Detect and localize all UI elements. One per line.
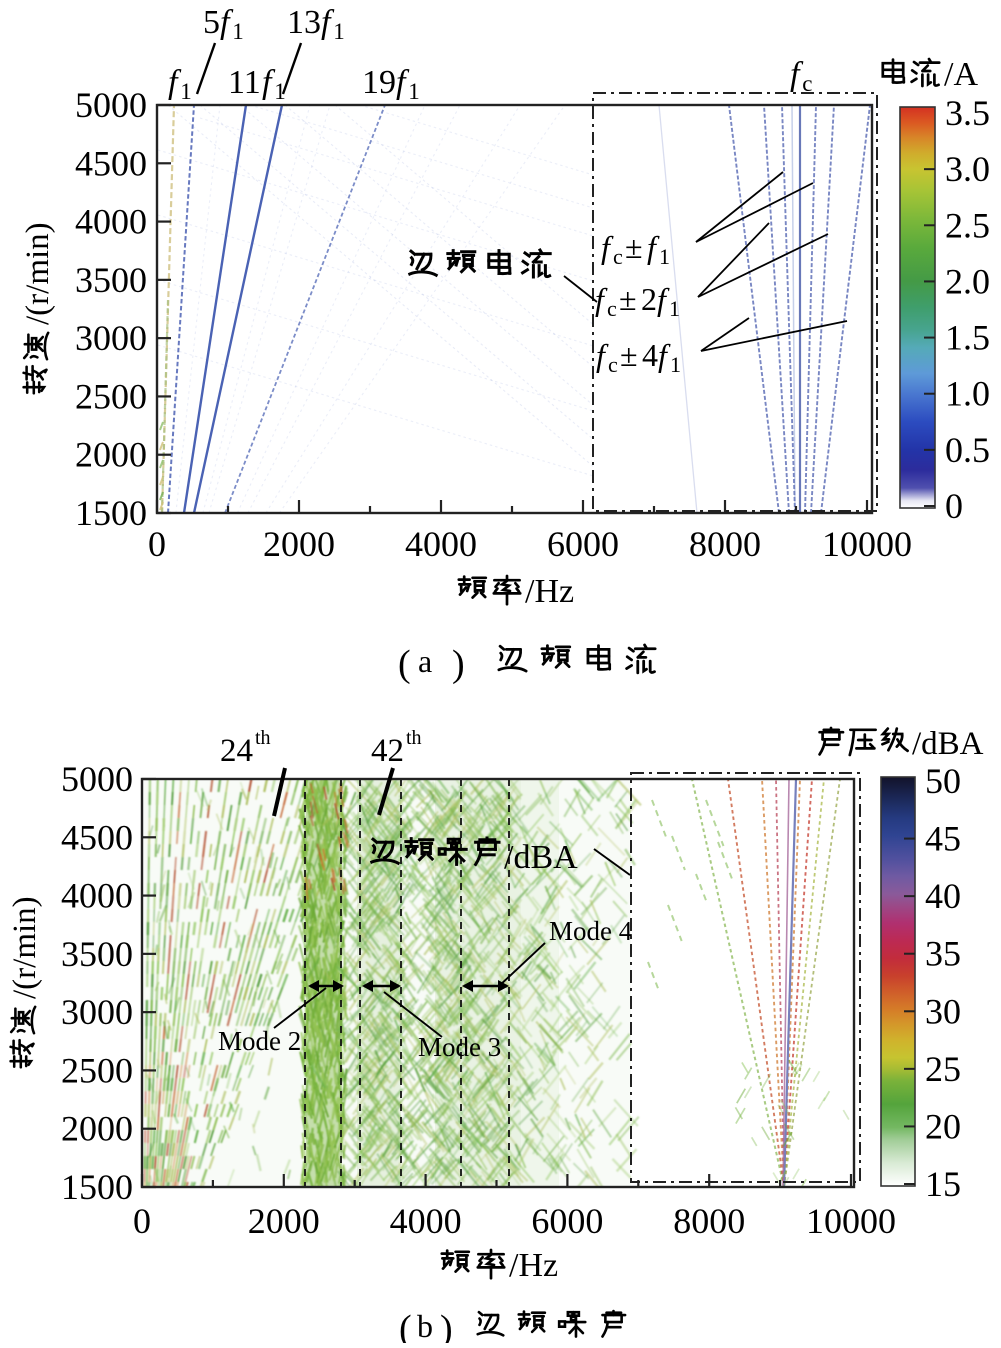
svg-text:19: 19 [362,64,396,101]
svg-text:th: th [406,727,422,749]
svg-text:8000: 8000 [689,524,761,564]
svg-text:2000: 2000 [263,524,335,564]
svg-text:2000: 2000 [61,1109,133,1149]
svg-text:45: 45 [925,819,961,859]
svg-text:th: th [255,727,271,749]
svg-text:3000: 3000 [61,992,133,1032]
svg-text:1: 1 [180,79,192,104]
svg-text:c: c [608,352,618,377]
svg-text:2500: 2500 [61,1050,133,1090]
svg-text:3.5: 3.5 [945,93,990,133]
svg-text:6000: 6000 [531,1201,603,1241]
svg-text:±: ± [625,229,643,265]
svg-text:3000: 3000 [75,318,147,358]
svg-text:1.0: 1.0 [945,374,990,414]
svg-text:1.5: 1.5 [945,318,990,358]
svg-text:35: 35 [925,934,961,974]
svg-text:13: 13 [287,4,321,41]
svg-text:3500: 3500 [61,934,133,974]
svg-text:c: c [607,296,617,321]
svg-text:0.5: 0.5 [945,430,990,470]
svg-text:20: 20 [925,1106,961,1146]
svg-text:0: 0 [945,486,963,526]
svg-text:/A: /A [944,56,978,93]
svg-text:0: 0 [133,1201,151,1241]
svg-text:10000: 10000 [806,1201,896,1241]
svg-text:50: 50 [925,761,961,801]
svg-text:1: 1 [659,244,670,269]
svg-text:24: 24 [220,733,253,769]
svg-text:Mode 2: Mode 2 [218,1026,301,1056]
svg-text:4000: 4000 [75,202,147,242]
svg-text:1: 1 [232,19,244,44]
svg-text:3.0: 3.0 [945,149,990,189]
svg-text:): ) [440,1308,453,1343]
svg-text:/Hz: /Hz [525,573,574,610]
svg-text:8000: 8000 [673,1201,745,1241]
svg-text:2: 2 [641,281,657,317]
svg-text:10000: 10000 [822,524,912,564]
svg-text:(: ( [398,643,411,685]
svg-text:2.5: 2.5 [945,205,990,245]
svg-text:42: 42 [371,733,404,769]
svg-text:a: a [418,643,432,679]
svg-text:4500: 4500 [61,817,133,857]
svg-text:c: c [802,71,812,96]
svg-text:Mode 3: Mode 3 [418,1032,501,1062]
svg-text:1: 1 [333,19,345,44]
svg-text:6000: 6000 [547,524,619,564]
svg-text:b: b [417,1308,433,1343]
svg-text:40: 40 [925,876,961,916]
svg-text:2500: 2500 [75,376,147,416]
svg-text:5: 5 [203,4,220,41]
svg-text:4000: 4000 [390,1201,462,1241]
svg-text:5000: 5000 [75,85,147,125]
svg-text:(: ( [399,1308,412,1343]
svg-text:/dBA: /dBA [504,839,578,876]
svg-text:1500: 1500 [61,1167,133,1207]
svg-text:1500: 1500 [75,493,147,533]
svg-text:/Hz: /Hz [509,1247,558,1284]
svg-text:2000: 2000 [248,1201,320,1241]
svg-text:/(r/min): /(r/min) [20,222,56,325]
svg-text:c: c [613,244,623,269]
svg-text:2.0: 2.0 [945,261,990,301]
svg-text:): ) [452,643,465,685]
svg-text:4500: 4500 [75,143,147,183]
svg-text:15: 15 [925,1164,961,1204]
svg-text:30: 30 [925,991,961,1031]
svg-text:/(r/min): /(r/min) [7,896,43,999]
svg-text:11: 11 [228,64,261,101]
svg-text:3500: 3500 [75,260,147,300]
svg-text:Mode 4: Mode 4 [549,916,633,946]
svg-text:/dBA: /dBA [912,726,984,762]
svg-text:5000: 5000 [61,759,133,799]
svg-text:2000: 2000 [75,435,147,475]
svg-text:0: 0 [148,524,166,564]
svg-text:1: 1 [408,79,420,104]
svg-text:4000: 4000 [61,876,133,916]
svg-text:1: 1 [669,296,680,321]
svg-text:±: ± [619,281,637,317]
svg-text:4000: 4000 [405,524,477,564]
svg-text:25: 25 [925,1049,961,1089]
svg-text:4: 4 [642,337,658,373]
svg-text:1: 1 [670,352,681,377]
svg-text:±: ± [620,337,638,373]
